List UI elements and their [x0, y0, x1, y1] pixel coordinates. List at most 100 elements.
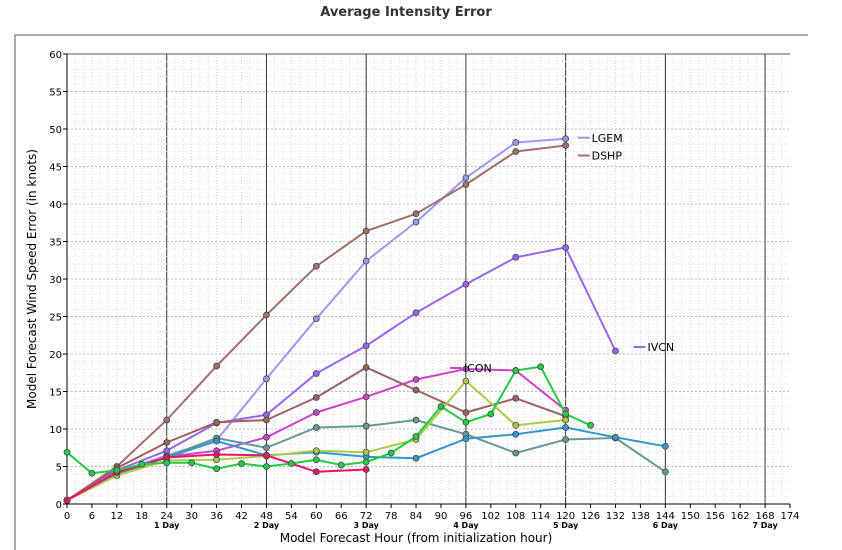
y-axis-label: Model Forecast Wind Speed Error (in knot… [25, 149, 39, 409]
data-point [287, 460, 295, 467]
x-tick-label: 30 [185, 511, 198, 522]
data-point [562, 416, 570, 424]
x-tick-label: 96 [460, 511, 473, 522]
data-point [612, 347, 619, 355]
data-point [412, 218, 420, 226]
series-group [63, 135, 669, 504]
x-tick-label: 150 [681, 511, 700, 522]
x-tick-label: 72 [360, 511, 373, 522]
legend-item-ivcn: IVCN [633, 341, 674, 354]
data-point [661, 468, 669, 476]
legend-label: IVCN [647, 341, 674, 354]
data-point [562, 410, 570, 418]
data-point [163, 439, 171, 446]
data-point [512, 253, 520, 261]
data-point [437, 403, 445, 410]
data-point [462, 377, 470, 385]
data-point [312, 409, 320, 416]
data-point [462, 365, 470, 373]
x-tick-label: 24 [160, 511, 173, 522]
data-point [562, 436, 570, 443]
data-point [188, 459, 196, 467]
data-point [63, 448, 71, 456]
x-tick-label: 48 [260, 511, 273, 522]
data-point [412, 454, 420, 462]
data-point [113, 466, 121, 474]
x-tick-label: 144 [656, 511, 675, 522]
data-point [263, 375, 270, 383]
data-point [562, 135, 570, 143]
chart-title: Average Intensity Error [320, 5, 492, 20]
data-point [138, 460, 146, 468]
data-point [362, 458, 370, 466]
data-point [238, 460, 245, 467]
x-tick-label: 78 [385, 511, 398, 522]
data-point [462, 181, 470, 188]
data-point [312, 370, 320, 377]
data-point [213, 465, 220, 473]
x-tick-label: 18 [135, 511, 148, 522]
data-point [412, 210, 420, 218]
x-tick-label: 120 [556, 511, 575, 522]
data-point [462, 174, 470, 182]
x-tick-label: 138 [631, 511, 650, 522]
legend-item-icon: ICON [449, 362, 492, 375]
x-tick-label: 108 [506, 511, 525, 522]
data-point [487, 410, 495, 418]
series-line-ivcn [66, 246, 617, 502]
data-point [337, 461, 345, 469]
x-tick-label: 114 [531, 511, 550, 522]
x-tick-label: 42 [235, 511, 248, 522]
data-point [362, 448, 370, 456]
data-point [387, 449, 395, 457]
x-tick-label: 60 [310, 511, 323, 522]
legend-item-dshp: DSHP [577, 150, 622, 163]
data-point [587, 421, 594, 429]
data-point [312, 468, 320, 476]
data-point [512, 139, 520, 146]
data-point [362, 227, 370, 235]
data-point [263, 311, 270, 319]
x-tick-label: 156 [706, 511, 725, 522]
data-point [263, 433, 270, 441]
day-label: 3 Day [353, 521, 379, 530]
data-point [412, 309, 420, 317]
data-point [163, 416, 171, 424]
series-line-unlabeled-10 [66, 365, 592, 475]
data-point [462, 435, 470, 443]
data-point [312, 456, 320, 464]
day-label: 5 Day [553, 521, 579, 530]
data-point [312, 315, 320, 323]
data-point [263, 444, 270, 452]
data-point [163, 447, 171, 455]
day-label: 1 Day [154, 521, 180, 530]
x-tick-label: 126 [581, 511, 600, 522]
y-tick-label: 50 [49, 125, 62, 136]
data-point [312, 262, 320, 270]
x-tick-label: 54 [285, 511, 298, 522]
x-tick-label: 0 [64, 511, 70, 522]
data-point [512, 430, 520, 438]
data-point [213, 437, 220, 445]
y-tick-label: 20 [49, 350, 62, 361]
y-tick-label: 30 [49, 275, 62, 286]
data-point [462, 280, 470, 288]
data-point [362, 364, 370, 371]
data-point [562, 424, 570, 431]
x-tick-label: 84 [410, 511, 423, 522]
x-tick-label: 174 [780, 511, 799, 522]
y-tick-label: 5 [56, 463, 62, 474]
data-point [312, 447, 320, 455]
data-point [661, 442, 669, 450]
data-point [562, 142, 570, 149]
y-tick-label: 10 [49, 425, 62, 436]
x-tick-label: 6 [89, 511, 95, 522]
data-point [412, 376, 420, 383]
data-point [512, 394, 520, 402]
y-tick-label: 55 [49, 88, 62, 99]
x-tick-label: 90 [435, 511, 448, 522]
data-point [512, 449, 520, 457]
data-point [362, 393, 370, 401]
data-point [263, 416, 270, 424]
x-tick-label: 132 [606, 511, 625, 522]
